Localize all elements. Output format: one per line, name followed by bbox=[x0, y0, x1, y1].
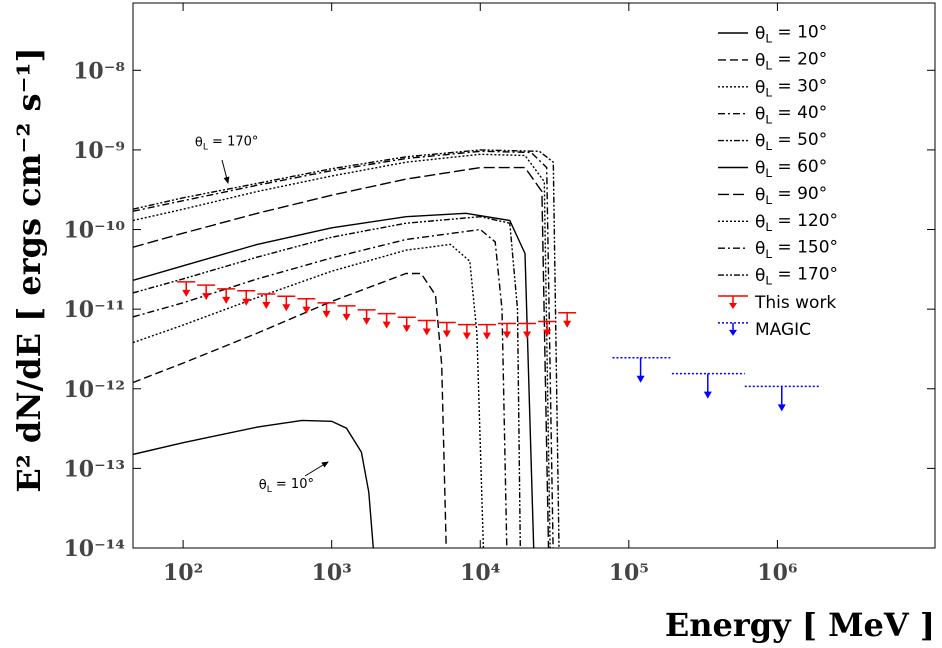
x-tick-label: 10⁵ bbox=[609, 560, 649, 586]
model-curve bbox=[133, 419, 374, 548]
legend-label: θL = 60° bbox=[755, 157, 827, 180]
legend-label: θL = 10° bbox=[755, 22, 827, 45]
upper-limit bbox=[457, 323, 476, 340]
legend-label: θL = 40° bbox=[755, 103, 827, 126]
limit-arrow bbox=[262, 301, 271, 309]
x-tick-label: 10³ bbox=[312, 560, 352, 586]
limit-arrow bbox=[222, 296, 231, 304]
upper-limit bbox=[177, 281, 196, 297]
y-axis-label: E² dN/dE [ ergs cm⁻² s⁻¹] bbox=[10, 47, 48, 492]
model-curve bbox=[133, 212, 535, 548]
upper-limit bbox=[297, 298, 316, 314]
limit-arrow bbox=[382, 321, 391, 329]
limit-arrow bbox=[543, 329, 552, 337]
x-tick-label: 10⁴ bbox=[460, 560, 500, 586]
legend-label: MAGIC bbox=[755, 320, 811, 340]
upper-limit bbox=[612, 357, 671, 383]
upper-limit bbox=[671, 372, 745, 399]
upper-limit bbox=[237, 290, 256, 306]
legend-label: θL = 150° bbox=[755, 238, 838, 261]
annotation-arrow bbox=[221, 159, 230, 184]
limit-arrow bbox=[342, 313, 351, 321]
model-curve bbox=[133, 243, 485, 548]
legend-label: θL = 30° bbox=[755, 76, 827, 99]
model-curve bbox=[133, 150, 554, 548]
upper-limit bbox=[317, 302, 336, 318]
legend-label: This work bbox=[754, 293, 836, 313]
limit-arrow bbox=[482, 332, 491, 340]
limit-arrow bbox=[362, 317, 371, 325]
model-curve bbox=[133, 166, 550, 548]
limit-arrow bbox=[777, 404, 786, 412]
upper-limit bbox=[417, 319, 436, 336]
upper-limit bbox=[377, 312, 396, 329]
y-tick-label: 10⁻⁸ bbox=[73, 58, 125, 84]
upper-limit bbox=[744, 385, 821, 412]
upper-limit bbox=[518, 322, 537, 339]
upper-limit bbox=[277, 295, 296, 312]
x-axis-label: Energy [ MeV ] bbox=[665, 606, 935, 644]
y-tick-label: 10⁻¹¹ bbox=[64, 297, 126, 323]
limit-arrow bbox=[422, 328, 431, 336]
limit-arrow bbox=[302, 306, 311, 314]
y-tick-label: 10⁻¹⁰ bbox=[64, 218, 126, 244]
model-curve bbox=[133, 272, 447, 548]
model-curve bbox=[133, 228, 508, 548]
upper-limit bbox=[397, 316, 416, 333]
limit-arrow bbox=[402, 325, 411, 333]
limit-arrow bbox=[563, 320, 572, 328]
upper-limit bbox=[437, 321, 456, 338]
upper-limit bbox=[357, 309, 376, 325]
y-tick-label: 10⁻¹⁴ bbox=[64, 536, 126, 562]
annotation: θL = 170° bbox=[195, 134, 259, 152]
limit-arrow bbox=[442, 330, 451, 338]
y-tick-label: 10⁻¹² bbox=[64, 377, 126, 403]
upper-limit bbox=[337, 305, 356, 321]
upper-limit bbox=[538, 320, 557, 337]
upper-limit bbox=[498, 322, 517, 339]
limit-arrow bbox=[503, 331, 512, 339]
limit-arrow bbox=[322, 310, 331, 318]
y-tick-label: 10⁻⁹ bbox=[73, 138, 125, 164]
upper-limit bbox=[257, 293, 276, 309]
legend-label: θL = 120° bbox=[755, 211, 838, 234]
model-curve bbox=[133, 215, 521, 548]
legend-swatch bbox=[729, 329, 737, 336]
upper-limit bbox=[477, 323, 496, 340]
legend-swatch bbox=[729, 303, 737, 309]
upper-limit bbox=[217, 288, 236, 304]
limit-arrow bbox=[282, 304, 291, 312]
legend-label: θL = 50° bbox=[755, 130, 827, 153]
upper-limit bbox=[558, 312, 577, 328]
legend-label: θL = 170° bbox=[755, 265, 838, 288]
limit-arrow bbox=[242, 298, 251, 306]
model-curve bbox=[133, 153, 551, 548]
limit-arrow bbox=[182, 289, 191, 297]
limit-arrow bbox=[636, 375, 645, 383]
annotation-arrow bbox=[304, 461, 329, 477]
plot-frame bbox=[132, 2, 936, 549]
model-curve bbox=[133, 149, 560, 548]
upper-limit bbox=[197, 284, 216, 301]
legend-label: θL = 90° bbox=[755, 184, 827, 207]
y-tick-label: 10⁻¹³ bbox=[64, 456, 126, 482]
limit-arrow bbox=[462, 332, 471, 340]
limit-arrow bbox=[523, 331, 532, 339]
x-tick-label: 10² bbox=[163, 560, 203, 586]
annotation: θL = 10° bbox=[259, 477, 314, 495]
limit-arrow bbox=[703, 391, 712, 399]
x-tick-label: 10⁶ bbox=[757, 560, 797, 586]
legend-label: θL = 20° bbox=[755, 49, 827, 72]
limit-arrow bbox=[202, 293, 211, 301]
